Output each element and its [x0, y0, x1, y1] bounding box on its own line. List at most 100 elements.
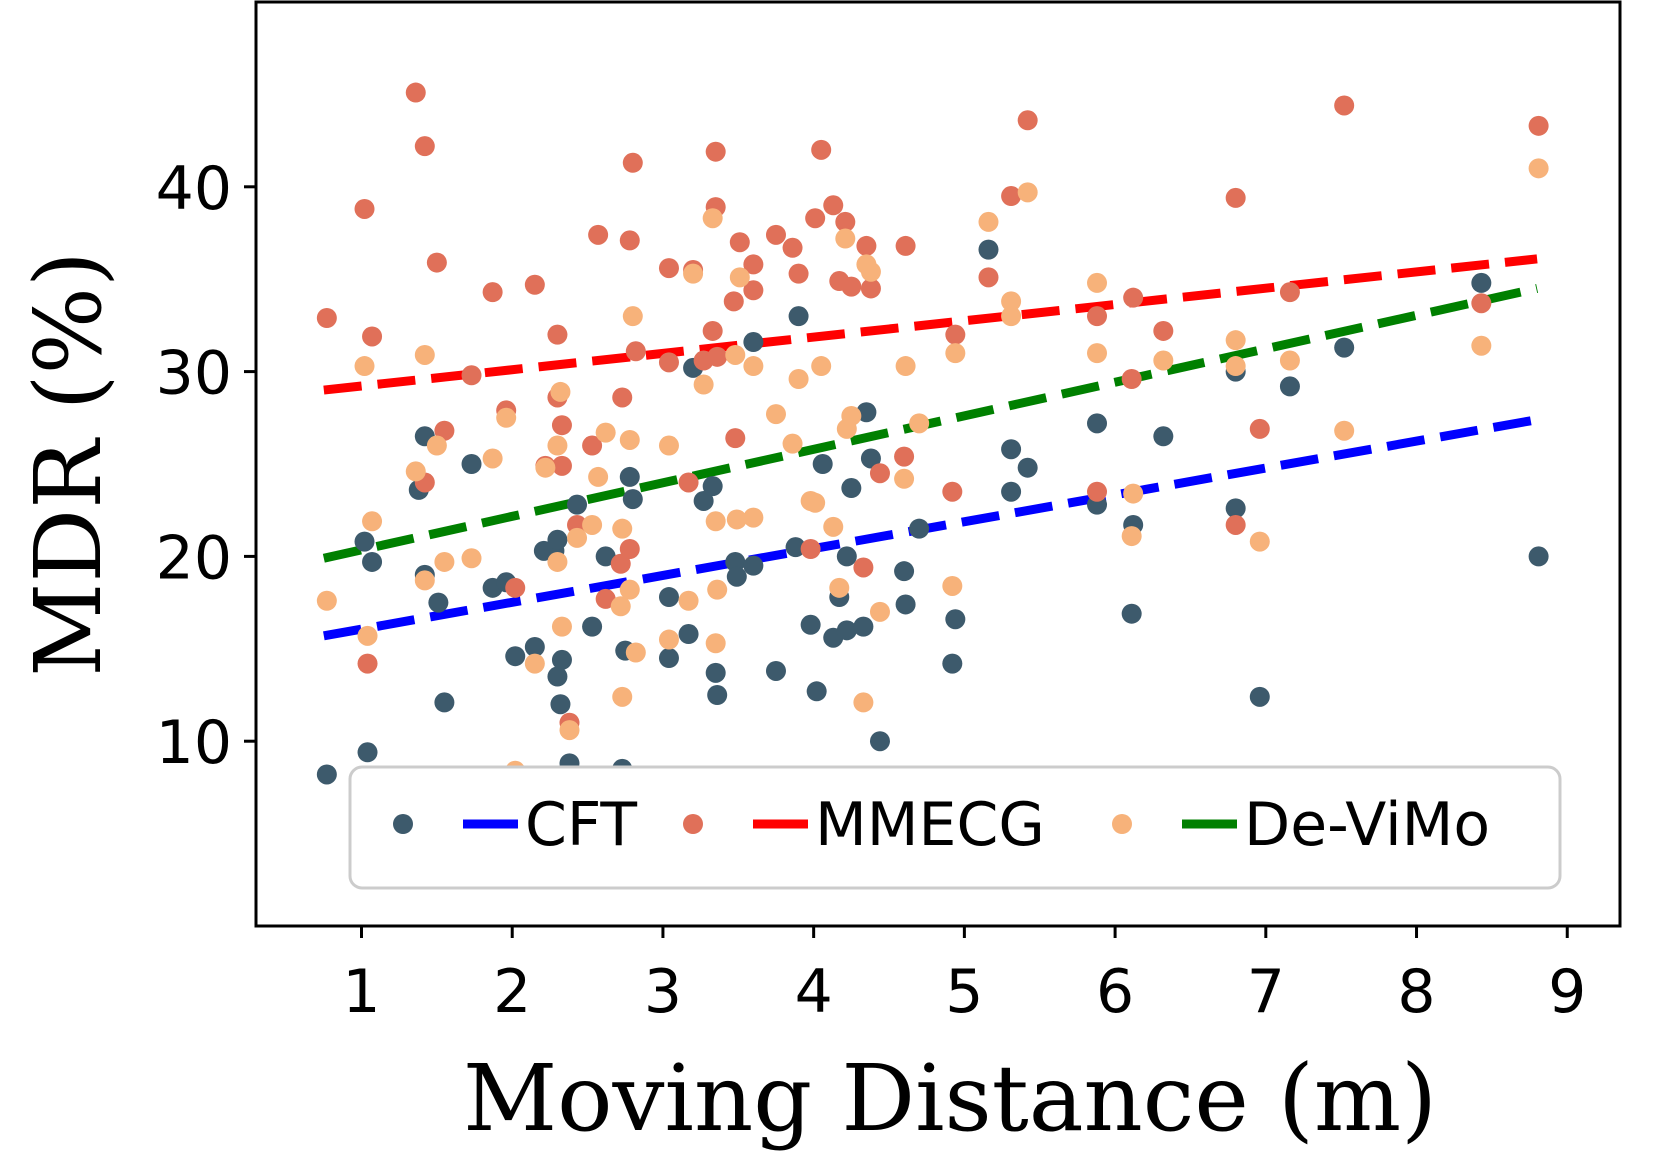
point-mmecg	[1001, 186, 1022, 207]
legend-label-cft: CFT	[525, 790, 637, 860]
point-devimo	[729, 267, 750, 288]
point-mmecg	[895, 235, 916, 256]
point-devimo	[894, 468, 915, 489]
point-cft	[678, 624, 699, 645]
point-devimo	[1001, 291, 1022, 312]
point-cft	[894, 561, 915, 582]
point-devimo	[354, 356, 375, 377]
legend-label-mmecg: MMECG	[815, 790, 1045, 860]
point-mmecg	[625, 341, 646, 362]
point-mmecg	[547, 324, 568, 345]
point-devimo	[860, 261, 881, 282]
point-devimo	[622, 306, 643, 327]
legend-label-devimo: De-ViMo	[1244, 790, 1490, 860]
point-mmecg	[860, 278, 881, 299]
point-devimo	[1225, 356, 1246, 377]
x-tick-label: 7	[1247, 957, 1285, 1027]
point-cft	[1121, 603, 1142, 624]
x-tick-label: 6	[1096, 957, 1134, 1027]
point-devimo	[841, 405, 862, 426]
point-mmecg	[729, 232, 750, 253]
point-cft	[1001, 439, 1022, 460]
point-devimo	[909, 413, 930, 434]
point-mmecg	[434, 420, 455, 441]
point-mmecg	[551, 415, 572, 436]
point-cft	[524, 636, 545, 657]
point-mmecg	[978, 267, 999, 288]
point-cft	[658, 587, 679, 608]
point-mmecg	[658, 352, 679, 373]
point-cft	[725, 551, 746, 572]
point-cft	[567, 494, 588, 515]
point-mmecg	[1123, 287, 1144, 308]
point-cft	[582, 616, 603, 637]
point-devimo	[1087, 272, 1108, 293]
point-devimo	[414, 344, 435, 365]
point-mmecg	[414, 136, 435, 157]
point-mmecg	[853, 557, 874, 578]
point-devimo	[1528, 158, 1549, 179]
point-mmecg	[743, 254, 764, 275]
point-mmecg	[622, 152, 643, 173]
point-cft	[702, 476, 723, 497]
point-devimo	[362, 511, 383, 532]
point-cft	[1225, 498, 1246, 519]
point-mmecg	[610, 553, 631, 574]
y-axis-ticks: 10 20 30 40	[156, 154, 256, 778]
point-cft	[1334, 337, 1355, 358]
point-cft	[547, 529, 568, 550]
point-cft	[743, 332, 764, 353]
point-cft	[1153, 426, 1174, 447]
point-mmecg	[782, 237, 803, 258]
point-cft	[785, 537, 806, 558]
point-devimo	[316, 590, 337, 611]
point-cft	[619, 466, 640, 487]
point-cft	[316, 764, 337, 785]
point-cft	[354, 531, 375, 552]
point-devimo	[683, 263, 704, 284]
point-cft	[622, 489, 643, 510]
point-devimo	[612, 518, 633, 539]
point-devimo	[482, 448, 503, 469]
point-mmecg	[823, 195, 844, 216]
x-axis-title: Moving Distance (m)	[463, 1045, 1437, 1152]
point-devimo	[1123, 483, 1144, 504]
y-tick-label: 40	[156, 154, 232, 224]
point-cft	[978, 239, 999, 260]
point-cft	[909, 518, 930, 539]
y-axis-title: MDR (%)	[15, 251, 122, 677]
trend-line-mmecg	[323, 254, 1538, 395]
point-mmecg	[357, 653, 378, 674]
legend: CFT MMECG De-ViMo	[348, 765, 1562, 890]
point-devimo	[942, 575, 963, 596]
point-devimo	[551, 616, 572, 637]
point-mmecg	[551, 455, 572, 476]
point-mmecg	[707, 346, 728, 367]
point-mmecg	[678, 472, 699, 493]
point-cft	[551, 649, 572, 670]
point-mmecg	[1279, 282, 1300, 303]
point-cft	[743, 555, 764, 576]
point-cft	[765, 660, 786, 681]
point-cft	[800, 614, 821, 635]
point-devimo	[678, 590, 699, 611]
point-mmecg	[705, 141, 726, 162]
point-devimo	[895, 356, 916, 377]
point-cft	[869, 731, 890, 752]
point-mmecg	[1121, 368, 1142, 389]
point-mmecg	[1528, 115, 1549, 136]
point-mmecg	[612, 387, 633, 408]
x-tick-label: 5	[945, 957, 983, 1027]
point-cft	[547, 666, 568, 687]
point-devimo	[705, 511, 726, 532]
point-devimo	[550, 381, 571, 402]
point-devimo	[461, 548, 482, 569]
point-cft	[945, 609, 966, 630]
y-tick-label: 10	[156, 708, 232, 778]
x-tick-label: 8	[1397, 957, 1435, 1027]
point-devimo	[1017, 182, 1038, 203]
point-cft	[1528, 546, 1549, 567]
point-devimo	[1334, 420, 1355, 441]
point-devimo	[496, 407, 517, 428]
point-devimo	[829, 577, 850, 598]
